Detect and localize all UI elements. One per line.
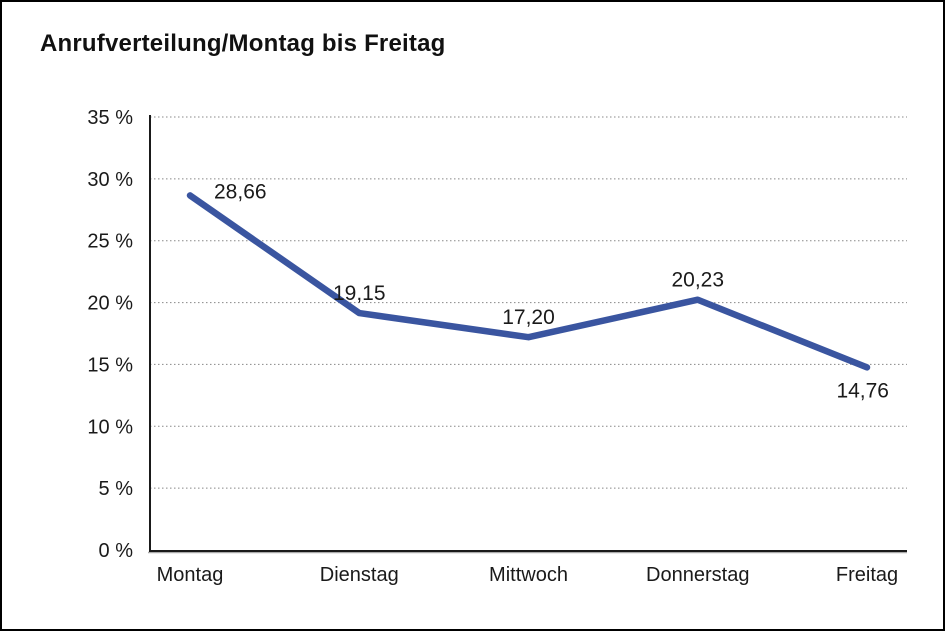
y-tick-label: 15 % [87,354,133,376]
x-tick-label: Freitag [836,564,898,586]
x-tick-label: Donnerstag [646,564,749,586]
data-point-label: 28,66 [214,180,267,203]
y-tick-label: 0 % [99,540,134,562]
data-point-label: 17,20 [502,306,555,329]
x-tick-label: Mittwoch [489,564,568,586]
data-point-label: 19,15 [333,282,386,305]
chart-title: Anrufverteilung/Montag bis Freitag [40,30,446,57]
data-line [186,192,871,371]
y-tick-label: 30 % [87,169,133,191]
y-tick-label: 35 % [87,107,133,129]
data-point-label: 20,23 [671,269,724,292]
x-tick-label: Montag [157,564,224,586]
y-tick-label: 5 % [99,478,134,500]
x-tick-label: Dienstag [320,564,399,586]
y-tick-label: 10 % [87,416,133,438]
data-point-label: 14,76 [836,379,889,402]
y-tick-label: 25 % [87,231,133,253]
y-tick-label: 20 % [87,293,133,315]
